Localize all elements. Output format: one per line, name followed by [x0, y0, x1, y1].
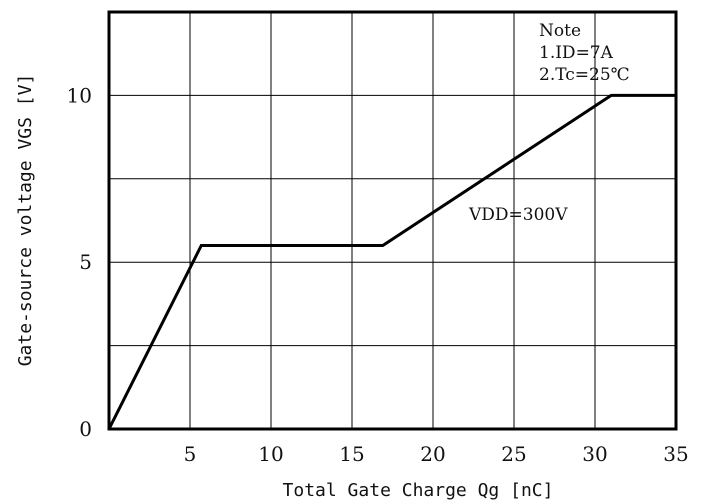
y-tick-label: 5: [79, 250, 92, 274]
grid-lines: [109, 12, 676, 429]
x-tick-label: 10: [258, 442, 283, 466]
series-line-vdd-300v: [107, 93, 676, 430]
x-tick-label: 20: [420, 442, 445, 466]
tick-labels: 5 10 15 20 25 30 35 0 5 10: [67, 83, 689, 466]
x-tick-label: 15: [339, 442, 364, 466]
x-tick-label: 25: [501, 442, 526, 466]
series-label: VDD=300V: [468, 205, 568, 225]
x-tick-label: 35: [663, 442, 688, 466]
plot-frame: [107, 10, 678, 431]
x-axis-label: Total Gate Charge Qg [nC]: [283, 480, 554, 501]
y-tick-label: 0: [79, 417, 92, 441]
note-line-1: 1.ID=7A: [539, 43, 614, 63]
note-box: Note 1.ID=7A 2.Tc=25℃: [539, 21, 630, 85]
note-title: Note: [539, 21, 581, 41]
y-tick-label: 10: [67, 83, 92, 107]
y-axis-label: Gate-source voltage VGS [V]: [15, 74, 36, 367]
note-line-2: 2.Tc=25℃: [539, 65, 630, 85]
x-tick-label: 5: [184, 442, 197, 466]
x-tick-label: 30: [582, 442, 607, 466]
